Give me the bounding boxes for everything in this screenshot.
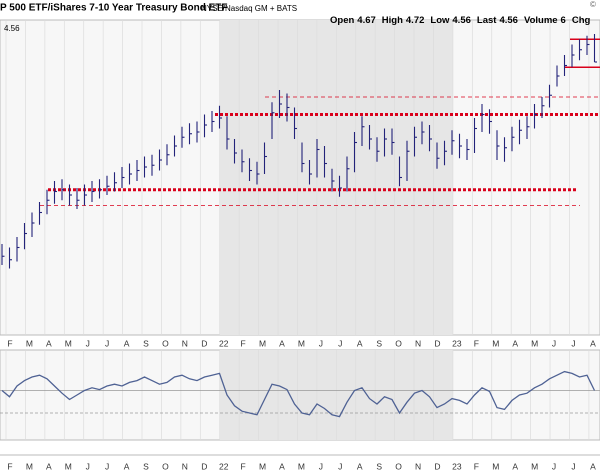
x-tick-label: J <box>552 461 556 471</box>
x-tick-label: S <box>143 338 149 348</box>
quote-label: Chg <box>572 15 591 26</box>
x-tick-label: D <box>201 338 207 348</box>
x-tick-label: F <box>474 338 479 348</box>
x-tick-label: J <box>86 461 90 471</box>
x-tick-label: J <box>105 338 109 348</box>
quote-label: Low <box>430 15 450 26</box>
x-tick-label: M <box>65 461 72 471</box>
x-tick-label: M <box>492 461 499 471</box>
x-tick-label: A <box>357 461 363 471</box>
chart-title: P 500 ETF/iShares 7-10 Year Treasury Bon… <box>0 3 228 14</box>
x-tick-label: N <box>182 461 188 471</box>
x-tick-label: D <box>434 461 440 471</box>
x-tick-label: A <box>46 461 52 471</box>
x-tick-label: O <box>395 461 402 471</box>
x-tick-label: A <box>124 338 130 348</box>
quote-label: Volume <box>524 15 558 26</box>
x-tick-label: A <box>124 461 130 471</box>
x-tick-label: J <box>319 338 323 348</box>
x-tick-label: O <box>162 338 169 348</box>
quote-value: 4.67 <box>357 15 376 26</box>
x-tick-label: J <box>86 338 90 348</box>
x-tick-label: M <box>298 338 305 348</box>
quote-value: 4.56 <box>452 15 471 26</box>
x-tick-label: M <box>26 461 33 471</box>
x-tick-label: S <box>143 461 149 471</box>
x-tick-label: J <box>319 461 323 471</box>
x-tick-label: M <box>259 461 266 471</box>
x-tick-label: M <box>492 338 499 348</box>
x-tick-label: A <box>512 338 518 348</box>
x-tick-label: J <box>552 338 556 348</box>
x-tick-label: S <box>376 461 382 471</box>
x-tick-label: 23 <box>452 461 462 471</box>
quote-label: Last <box>477 15 497 26</box>
x-tick-label: J <box>338 338 342 348</box>
x-tick-label: J <box>105 461 109 471</box>
x-tick-label: O <box>395 338 402 348</box>
exchange: NYSE/Nasdaq GM + BATS <box>201 4 297 13</box>
x-tick-label: A <box>46 338 52 348</box>
x-tick-label: 22 <box>219 338 229 348</box>
x-tick-label: M <box>65 338 72 348</box>
quote-value: 4.56 <box>499 15 518 26</box>
x-tick-label: N <box>415 338 421 348</box>
x-tick-label: J <box>338 461 342 471</box>
x-tick-label: A <box>512 461 518 471</box>
price-label: 4.56 <box>4 24 20 33</box>
x-tick-label: A <box>590 461 596 471</box>
x-tick-label: J <box>571 338 575 348</box>
x-tick-label: F <box>7 461 12 471</box>
x-tick-label: M <box>259 338 266 348</box>
x-tick-label: F <box>474 461 479 471</box>
x-tick-label: N <box>415 461 421 471</box>
quote-label: High <box>382 15 403 26</box>
quote-value: 4.72 <box>406 15 425 26</box>
copyright: © <box>590 0 596 9</box>
x-tick-label: M <box>298 461 305 471</box>
x-tick-label: A <box>279 461 285 471</box>
indicator-line <box>1 370 596 418</box>
x-tick-label: N <box>182 338 188 348</box>
x-tick-label: F <box>241 461 246 471</box>
x-tick-label: D <box>434 338 440 348</box>
x-tick-label: D <box>201 461 207 471</box>
x-tick-label: 22 <box>219 461 229 471</box>
x-tick-label: S <box>376 338 382 348</box>
x-tick-label: J <box>571 461 575 471</box>
quote: Open 4.67 High 4.72 Low 4.56 Last 4.56 Volume 6 Ch… <box>330 15 591 26</box>
x-tick-label: O <box>162 461 169 471</box>
x-tick-label: M <box>531 338 538 348</box>
quote-label: Open <box>330 15 354 26</box>
x-tick-label: A <box>357 338 363 348</box>
x-tick-label: M <box>26 338 33 348</box>
quote-value: 6 <box>561 15 566 26</box>
x-tick-label: A <box>279 338 285 348</box>
x-tick-label: F <box>7 338 12 348</box>
x-tick-label: A <box>590 338 596 348</box>
x-tick-label: M <box>531 461 538 471</box>
plot <box>0 34 600 418</box>
panel-backgrounds: F F M M A A M M J J J J A A S S O O N N D D 22 22 F F M M A A M M J J J J A A… <box>0 19 600 471</box>
x-tick-label: 23 <box>452 338 462 348</box>
x-tick-label: F <box>241 338 246 348</box>
